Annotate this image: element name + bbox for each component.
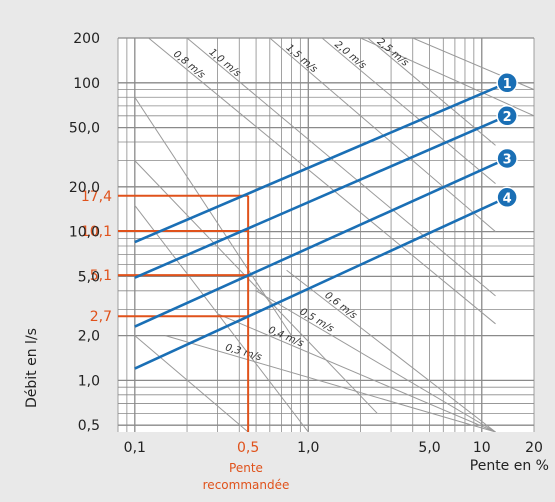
x-tick-label: 10 xyxy=(473,440,491,456)
series-marker xyxy=(496,147,518,170)
velocity-line xyxy=(148,38,496,325)
series-line xyxy=(134,114,508,279)
diagonal-line xyxy=(360,38,534,117)
y-tick-label: 1,0 xyxy=(78,373,100,389)
velocity-line xyxy=(321,38,496,185)
highlight-value-label: 17,4 xyxy=(81,189,112,205)
velocity-line xyxy=(186,38,496,297)
recommended-slope-note: Pente recommandée xyxy=(196,460,296,494)
series-marker xyxy=(496,105,518,127)
highlight-value-label: 2,7 xyxy=(90,309,112,325)
x-tick-label: 20 xyxy=(525,440,543,456)
diagonal-line xyxy=(134,205,309,432)
diagonal-line xyxy=(134,160,378,414)
series-marker xyxy=(496,186,518,209)
y-tick-label: 100 xyxy=(73,76,100,92)
y-tick-label: 50,0 xyxy=(69,121,100,137)
series-marker-label: 2 xyxy=(503,110,512,125)
x-tick-label: 0,1 xyxy=(124,440,146,456)
diagonal-line xyxy=(134,335,249,432)
y-axis-label: Débit en l/s xyxy=(24,328,40,408)
series-marker xyxy=(496,72,518,94)
note-line-1: Pente xyxy=(229,461,263,475)
x-tick-label: 1,0 xyxy=(297,440,319,456)
note-line-2: recommandée xyxy=(202,478,290,492)
series-line xyxy=(134,81,508,244)
series-marker-label: 1 xyxy=(503,77,512,92)
series-marker-label: 4 xyxy=(503,191,512,206)
velocity-line xyxy=(286,269,496,432)
velocity-line xyxy=(367,38,496,146)
velocity-line xyxy=(217,313,496,432)
y-tick-label: 0,5 xyxy=(78,418,100,434)
highlight-value-label: 5,1 xyxy=(90,268,112,284)
x-tick-label: 5,0 xyxy=(418,440,440,456)
velocity-line xyxy=(255,290,496,432)
x-axis-label: Pente en % xyxy=(469,458,549,474)
x-tick-label: 0,5 xyxy=(237,440,259,456)
y-tick-label: 20,0 xyxy=(69,180,100,196)
y-tick-label: 5,0 xyxy=(78,269,100,285)
velocity-line xyxy=(165,335,496,432)
y-tick-label: 2,0 xyxy=(78,329,100,345)
highlight-value-label: 10,1 xyxy=(81,224,112,240)
series-line xyxy=(134,157,508,328)
y-tick-label: 200 xyxy=(73,31,100,47)
series-marker-label: 3 xyxy=(503,152,512,167)
y-tick-label: 10,0 xyxy=(69,225,100,241)
series-line xyxy=(134,196,508,370)
